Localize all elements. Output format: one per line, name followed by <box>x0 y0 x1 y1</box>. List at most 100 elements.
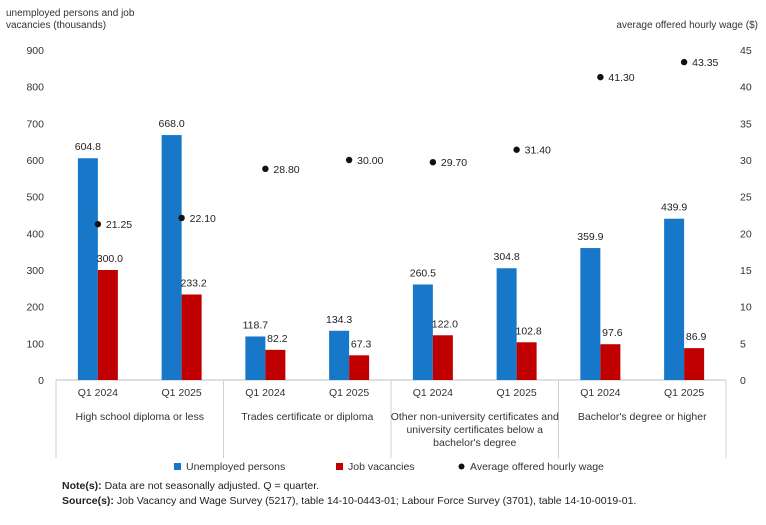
data-label-vacancies: 97.6 <box>602 327 623 339</box>
data-label-wage: 21.25 <box>106 219 132 231</box>
wage-dot <box>262 165 269 172</box>
wage-dot <box>94 220 102 228</box>
right-tick-label: 10 <box>740 302 752 314</box>
category-tick-label: Q1 2024 <box>78 387 118 399</box>
right-tick-label: 35 <box>740 118 752 130</box>
category-tick-label: Q1 2024 <box>580 387 620 399</box>
bar-unemployed <box>496 268 517 380</box>
group-label: High school diploma or less <box>76 411 204 423</box>
left-tick-label: 800 <box>26 82 44 94</box>
legend-swatch <box>174 463 181 470</box>
note-line: Note(s): Data are not seasonally adjuste… <box>62 479 762 494</box>
bar-unemployed <box>77 158 98 380</box>
data-label-wage: 22.10 <box>190 213 216 225</box>
bar-unemployed <box>412 284 433 380</box>
category-tick-label: Q1 2025 <box>161 387 201 399</box>
bar-unemployed <box>664 218 685 380</box>
wage-dot <box>680 58 688 66</box>
left-tick-label: 200 <box>26 302 44 314</box>
right-tick-label: 45 <box>740 45 752 57</box>
data-label-wage: 41.30 <box>608 72 634 84</box>
note-label: Note(s): <box>62 480 102 492</box>
legend-swatch <box>458 463 465 470</box>
data-label-unemployed: 359.9 <box>577 231 603 243</box>
right-tick-label: 20 <box>740 228 752 240</box>
left-axis-title-line-2: vacancies (thousands) <box>6 20 107 31</box>
bar-vacancies <box>349 355 370 380</box>
data-label-wage: 30.00 <box>357 155 383 167</box>
source-text: Job Vacancy and Wage Survey (5217), tabl… <box>116 495 637 507</box>
bar-vacancies <box>432 335 453 380</box>
bar-vacancies <box>181 294 202 380</box>
bar-vacancies <box>265 349 286 380</box>
wage-dot <box>429 159 437 166</box>
source-label: Source(s): <box>62 495 114 507</box>
note-text: Data are not seasonally adjusted. Q = qu… <box>104 480 320 492</box>
group-label: university certificates below a <box>406 424 543 436</box>
wage-dot <box>597 73 604 81</box>
left-tick-label: 700 <box>26 118 44 130</box>
category-tick-label: Q1 2025 <box>496 387 536 399</box>
data-label-vacancies: 233.2 <box>180 277 206 289</box>
data-label-unemployed: 668.0 <box>158 118 184 130</box>
data-label-unemployed: 439.9 <box>661 202 687 214</box>
bar-vacancies <box>684 348 705 380</box>
left-axis-title-line-1: unemployed persons and job <box>6 8 135 19</box>
bar-vacancies <box>516 342 537 380</box>
right-tick-label: 40 <box>740 82 752 94</box>
data-label-vacancies: 86.9 <box>686 331 707 343</box>
left-tick-label: 500 <box>26 192 44 204</box>
bar-unemployed <box>161 135 182 380</box>
data-label-unemployed: 134.3 <box>326 314 352 326</box>
bar-unemployed <box>580 248 601 380</box>
wage-dot <box>345 156 353 164</box>
left-tick-label: 400 <box>26 228 44 240</box>
data-label-vacancies: 102.8 <box>515 325 541 337</box>
category-tick-label: Q1 2024 <box>413 387 453 399</box>
data-label-unemployed: 304.8 <box>493 251 519 263</box>
category-tick-label: Q1 2024 <box>245 387 285 399</box>
legend-label: Unemployed persons <box>186 461 285 473</box>
wage-dot <box>513 146 520 153</box>
chart-canvas: 0 100 200 300 400 500 600 700 800 900 0 5 10 15 20 25 30… <box>26 45 752 473</box>
bar-unemployed <box>245 336 266 380</box>
left-tick-label: 900 <box>26 45 44 57</box>
group-label: Bachelor's degree or higher <box>578 411 707 423</box>
group-label: Other non-university certificates and <box>391 411 559 423</box>
data-label-wage: 28.80 <box>273 164 299 176</box>
right-tick-label: 30 <box>740 155 752 167</box>
wage-dot <box>178 214 185 222</box>
legend-label: Average offered hourly wage <box>470 461 604 473</box>
left-tick-label: 0 <box>38 375 44 387</box>
data-label-vacancies: 300.0 <box>97 253 123 265</box>
left-tick-label: 300 <box>26 265 44 277</box>
data-label-vacancies: 67.3 <box>351 338 372 350</box>
group-label: Trades certificate or diploma <box>241 411 373 423</box>
data-label-unemployed: 604.8 <box>75 141 101 153</box>
bar-vacancies <box>97 270 118 380</box>
right-tick-label: 25 <box>740 192 752 204</box>
data-label-wage: 29.70 <box>441 157 467 169</box>
left-axis-title: unemployed persons and job vacancies (th… <box>6 8 166 32</box>
right-axis-title: average offered hourly wage ($) <box>616 20 758 31</box>
left-tick-label: 600 <box>26 155 44 167</box>
right-tick-label: 0 <box>740 375 746 387</box>
data-label-vacancies: 122.0 <box>432 318 458 330</box>
right-tick-label: 15 <box>740 265 752 277</box>
legend-swatch <box>336 463 343 470</box>
data-label-unemployed: 260.5 <box>410 267 436 279</box>
bar-unemployed <box>329 330 350 380</box>
data-label-wage: 43.35 <box>692 57 718 69</box>
data-label-unemployed: 118.7 <box>243 319 269 331</box>
data-label-vacancies: 82.2 <box>267 333 288 345</box>
right-tick-label: 5 <box>740 338 746 350</box>
source-line: Source(s): Job Vacancy and Wage Survey (… <box>62 494 762 509</box>
group-label: bachelor's degree <box>433 437 516 449</box>
bar-vacancies <box>600 344 621 380</box>
data-label-wage: 31.40 <box>525 145 551 157</box>
category-tick-label: Q1 2025 <box>664 387 704 399</box>
left-tick-label: 100 <box>26 338 44 350</box>
category-tick-label: Q1 2025 <box>329 387 369 399</box>
legend-label: Job vacancies <box>348 461 415 473</box>
notes-block: Note(s): Data are not seasonally adjuste… <box>62 479 762 509</box>
